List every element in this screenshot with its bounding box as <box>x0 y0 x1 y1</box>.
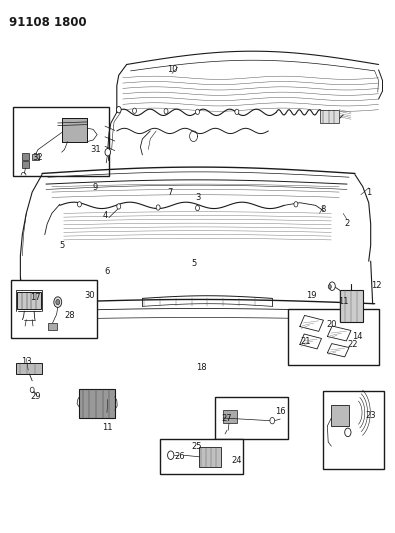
Bar <box>11 280 97 338</box>
Circle shape <box>56 300 60 305</box>
Circle shape <box>117 204 121 209</box>
Bar <box>215 397 288 439</box>
Text: 24: 24 <box>231 456 242 465</box>
Circle shape <box>167 451 174 459</box>
Text: 26: 26 <box>175 453 185 462</box>
Circle shape <box>156 205 160 210</box>
Text: 5: 5 <box>59 241 64 250</box>
Text: 3: 3 <box>195 193 200 202</box>
Text: 19: 19 <box>307 291 317 300</box>
Text: 91108 1800: 91108 1800 <box>9 15 86 29</box>
Text: 10: 10 <box>167 66 177 74</box>
Circle shape <box>54 297 62 308</box>
Text: 9: 9 <box>92 183 98 192</box>
Text: 27: 27 <box>222 414 232 423</box>
Bar <box>199 447 221 467</box>
Bar <box>223 410 237 423</box>
Text: 31: 31 <box>90 145 100 154</box>
Bar <box>22 154 30 160</box>
Circle shape <box>133 108 137 114</box>
Text: 8: 8 <box>321 205 326 214</box>
Text: 5: 5 <box>191 260 196 268</box>
Bar <box>13 107 109 176</box>
Bar <box>62 118 87 142</box>
Text: 7: 7 <box>167 188 173 197</box>
Text: 21: 21 <box>301 337 311 346</box>
Circle shape <box>196 109 199 115</box>
Bar <box>62 118 87 142</box>
Text: 13: 13 <box>21 357 32 366</box>
Text: 17: 17 <box>30 293 41 302</box>
Text: 6: 6 <box>104 268 110 276</box>
Bar <box>160 439 243 474</box>
Text: 18: 18 <box>196 363 207 372</box>
Text: 11: 11 <box>102 423 112 432</box>
Text: 23: 23 <box>365 411 376 420</box>
Text: 22: 22 <box>348 340 358 349</box>
Text: 32: 32 <box>33 153 43 162</box>
Text: 2: 2 <box>344 220 350 229</box>
Circle shape <box>345 428 351 437</box>
Bar <box>324 391 384 469</box>
Circle shape <box>270 417 275 424</box>
Text: 20: 20 <box>326 320 337 329</box>
Bar <box>17 364 42 374</box>
Bar <box>79 389 115 418</box>
Text: 14: 14 <box>352 332 362 341</box>
Circle shape <box>328 285 331 289</box>
Circle shape <box>77 201 81 207</box>
Circle shape <box>30 387 34 392</box>
Text: 28: 28 <box>64 311 75 320</box>
Text: 30: 30 <box>84 291 94 300</box>
Bar <box>320 110 339 123</box>
Text: 11: 11 <box>338 296 348 305</box>
Circle shape <box>235 109 239 115</box>
Bar <box>340 290 363 322</box>
Bar <box>288 309 378 365</box>
Circle shape <box>329 282 335 290</box>
Circle shape <box>164 109 168 114</box>
Bar <box>331 405 349 426</box>
Text: 16: 16 <box>275 407 286 416</box>
Text: 25: 25 <box>192 442 202 451</box>
Text: 12: 12 <box>371 280 382 289</box>
Bar <box>48 323 56 330</box>
Bar <box>22 161 30 168</box>
Text: 29: 29 <box>31 392 41 401</box>
Bar <box>17 292 41 309</box>
Text: 4: 4 <box>102 212 107 221</box>
Circle shape <box>117 107 121 113</box>
Circle shape <box>196 205 199 211</box>
Text: 1: 1 <box>366 188 371 197</box>
Bar <box>32 154 39 160</box>
Circle shape <box>294 201 298 207</box>
Circle shape <box>105 149 111 156</box>
